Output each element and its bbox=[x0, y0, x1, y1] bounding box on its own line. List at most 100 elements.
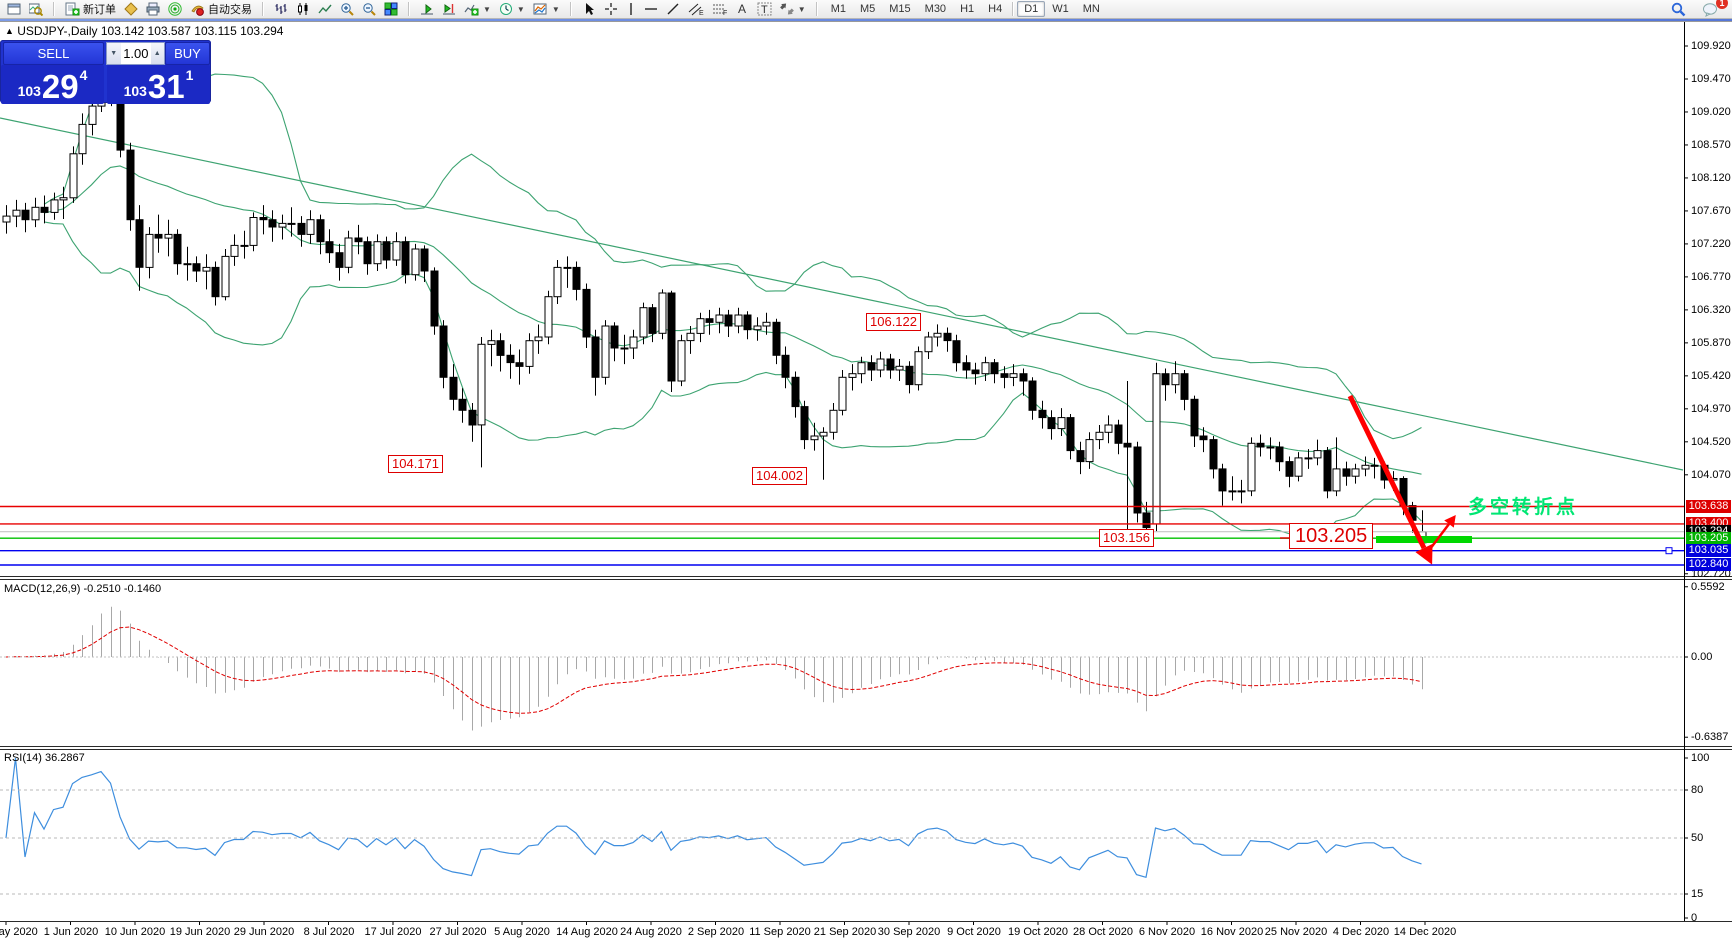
candle-body bbox=[1180, 373, 1189, 400]
candle-body bbox=[762, 321, 771, 327]
trendline-object[interactable] bbox=[0, 117, 1684, 471]
price-annotation-label[interactable]: 104.171 bbox=[388, 455, 443, 473]
svg-text:E: E bbox=[699, 10, 704, 16]
bollinger-upper-band[interactable] bbox=[43, 60, 1422, 440]
candle-body bbox=[572, 266, 581, 290]
candle-body bbox=[306, 219, 315, 235]
candle-body bbox=[164, 233, 173, 239]
candle-body bbox=[962, 362, 971, 371]
candle-body bbox=[325, 241, 334, 254]
buy-button[interactable]: BUY bbox=[165, 42, 210, 65]
cursor-icon[interactable] bbox=[578, 0, 600, 18]
candlestick-chart-icon[interactable] bbox=[292, 0, 314, 18]
print-icon[interactable] bbox=[142, 0, 164, 18]
bollinger-lower-band[interactable] bbox=[43, 221, 1422, 536]
horizontal-line-icon[interactable] bbox=[640, 0, 662, 18]
candle-body bbox=[553, 266, 562, 298]
candle-body bbox=[1218, 468, 1227, 492]
timeframe-d1[interactable]: D1 bbox=[1017, 1, 1046, 17]
arrows-tool-icon[interactable]: ▼ bbox=[776, 0, 810, 18]
candle-body bbox=[914, 351, 923, 386]
chart-preview-icon[interactable] bbox=[25, 0, 47, 18]
candle-body bbox=[924, 336, 933, 353]
quick-trade-icon[interactable] bbox=[120, 0, 142, 18]
candle-body bbox=[1095, 431, 1104, 441]
crosshair-icon[interactable] bbox=[600, 0, 622, 18]
support-zone-annotation[interactable] bbox=[1376, 536, 1472, 543]
timeframe-w1[interactable]: W1 bbox=[1052, 3, 1069, 15]
candle-body bbox=[990, 362, 999, 375]
candle-body bbox=[468, 409, 477, 426]
timeframe-m1[interactable]: M1 bbox=[830, 3, 846, 15]
candle-body bbox=[154, 233, 163, 239]
price-annotation-label[interactable]: 103.156 bbox=[1099, 529, 1154, 547]
svg-text:F: F bbox=[723, 10, 727, 16]
chart-shift-icon[interactable] bbox=[438, 0, 460, 18]
price-annotation-label[interactable]: 106.122 bbox=[866, 313, 921, 331]
fibonacci-icon[interactable]: F bbox=[708, 0, 732, 18]
bollinger-middle-band[interactable] bbox=[43, 165, 1422, 475]
signals-icon[interactable] bbox=[164, 0, 186, 18]
candle-body bbox=[952, 340, 961, 364]
auto-trading-button[interactable]: 自动交易 bbox=[186, 0, 256, 19]
candle-body bbox=[1104, 424, 1113, 433]
candle-body bbox=[69, 153, 78, 199]
sell-button[interactable]: SELL bbox=[3, 42, 104, 65]
candle-body bbox=[772, 321, 781, 356]
templates-button[interactable]: ▼ bbox=[529, 0, 564, 18]
zoom-in-icon[interactable] bbox=[336, 0, 358, 18]
macd-readout: MACD(12,26,9) -0.2510 -0.1460 bbox=[4, 583, 162, 595]
chart-window-icon[interactable] bbox=[3, 0, 25, 18]
candle-body bbox=[202, 266, 211, 272]
volume-decrease-button[interactable]: ▼ bbox=[107, 43, 121, 64]
sell-arrow-annotation[interactable] bbox=[1347, 394, 1427, 550]
candle-body bbox=[477, 343, 486, 426]
line-handle[interactable] bbox=[1665, 547, 1673, 555]
sell-quote[interactable]: 103 29 4 bbox=[1, 65, 104, 104]
volume-increase-button[interactable]: ▲ bbox=[150, 43, 164, 64]
timeframe-h4[interactable]: H4 bbox=[988, 3, 1003, 15]
candle-body bbox=[667, 292, 676, 382]
turning-point-annotation[interactable]: 多空转折点 bbox=[1468, 497, 1579, 518]
line-chart-icon[interactable] bbox=[314, 0, 336, 18]
candle-body bbox=[173, 233, 182, 265]
tile-windows-icon[interactable] bbox=[380, 0, 402, 18]
candle-body bbox=[1019, 373, 1028, 382]
bounce-arrow-annotation[interactable] bbox=[1426, 523, 1450, 554]
timeframe-mn[interactable]: MN bbox=[1082, 3, 1100, 15]
text-label-icon[interactable]: T bbox=[753, 0, 776, 18]
timeframe-m5[interactable]: M5 bbox=[859, 3, 876, 15]
candle-body bbox=[335, 252, 344, 268]
equidistant-channel-icon[interactable]: E bbox=[684, 0, 708, 18]
vertical-line-icon[interactable] bbox=[622, 0, 640, 18]
text-icon[interactable]: A bbox=[732, 0, 753, 18]
candle-body bbox=[211, 266, 220, 298]
candle-body bbox=[610, 325, 619, 349]
zoom-out-icon[interactable] bbox=[358, 0, 380, 18]
timeframe-m15[interactable]: M15 bbox=[889, 3, 911, 15]
candle-body bbox=[439, 325, 448, 378]
candle-body bbox=[686, 332, 695, 342]
candle-body bbox=[981, 362, 990, 375]
volume-input[interactable] bbox=[120, 43, 151, 64]
timeframe-m30[interactable]: M30 bbox=[924, 3, 947, 15]
candle-body bbox=[1161, 373, 1170, 386]
candle-body bbox=[392, 241, 401, 261]
trendline-icon[interactable] bbox=[662, 0, 684, 18]
candle-body bbox=[705, 318, 714, 323]
search-icon[interactable] bbox=[1667, 0, 1690, 19]
candle-body bbox=[50, 199, 59, 213]
buy-quote[interactable]: 103 31 1 bbox=[107, 65, 210, 104]
bar-chart-icon[interactable] bbox=[270, 0, 292, 18]
notifications-icon[interactable]: 1 bbox=[1698, 0, 1728, 19]
candle-body bbox=[629, 336, 638, 349]
price-annotation-label[interactable]: 104.002 bbox=[752, 467, 807, 485]
new-order-button[interactable]: 新订单 bbox=[61, 0, 120, 19]
auto-scroll-icon[interactable] bbox=[416, 0, 438, 18]
timeframe-h1[interactable]: H1 bbox=[960, 3, 975, 15]
periods-button[interactable]: ▼ bbox=[495, 0, 529, 18]
indicators-button[interactable]: ▼ bbox=[460, 0, 495, 18]
candle-body bbox=[316, 219, 325, 243]
price-annotation-label[interactable]: 103.205 bbox=[1289, 523, 1374, 549]
